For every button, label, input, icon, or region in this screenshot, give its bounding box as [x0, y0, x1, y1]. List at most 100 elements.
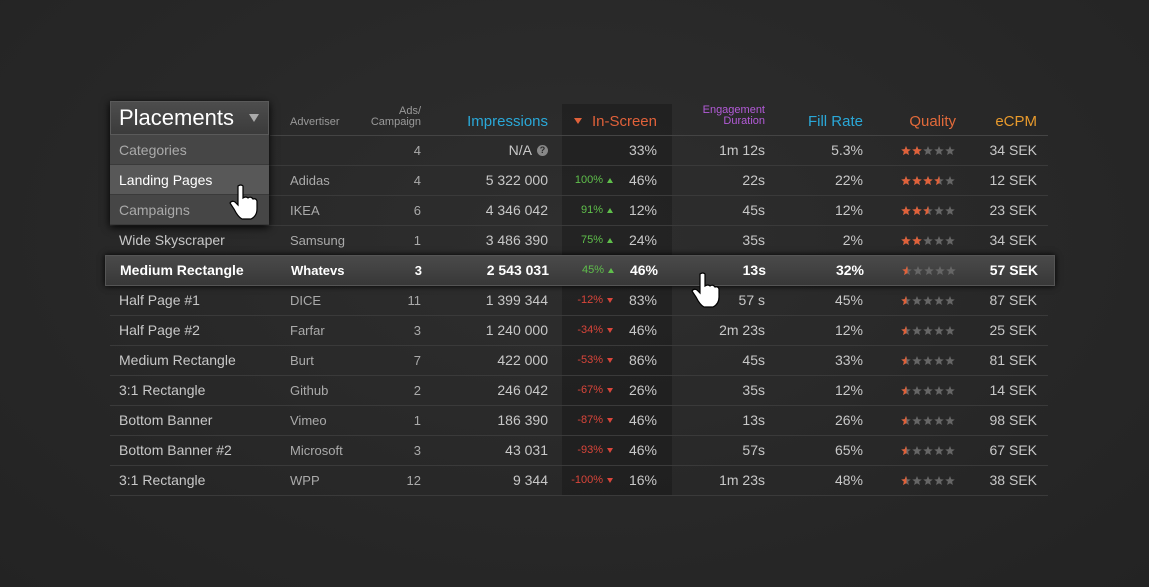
header-quality[interactable]: Quality: [909, 113, 956, 130]
change: -93%: [577, 444, 603, 456]
star-filled: [912, 206, 922, 216]
impressions: 43 031: [505, 442, 548, 458]
ecpm: 87 SEK: [989, 292, 1037, 308]
star-empty: [912, 356, 922, 366]
header-rule: [270, 135, 1048, 136]
ads: 3: [413, 323, 421, 338]
ecpm: 14 SEK: [989, 382, 1037, 398]
stars-filled: [901, 296, 907, 306]
star-empty: [945, 236, 955, 246]
duration: 13s: [742, 262, 766, 278]
fill-rate: 32%: [835, 262, 864, 278]
cursor: [691, 272, 720, 308]
table-row[interactable]: 3:1 Rectangle WPP 12 9 344 -100% 16% 1m 23s 48%…: [110, 466, 1048, 496]
fill-rate: 48%: [834, 472, 863, 488]
star-empty: [912, 296, 922, 306]
stars-filled: [901, 176, 940, 186]
star-empty: [912, 326, 922, 336]
star-empty: [934, 416, 944, 426]
star-empty: [934, 326, 944, 336]
change-arrow: [607, 478, 613, 483]
star-empty: [935, 266, 945, 276]
star-filled: [923, 206, 929, 216]
table-row[interactable]: Half Page #1 DICE 11 1 399 344 -12% 83% 57 s 45…: [110, 286, 1048, 316]
change: -34%: [577, 324, 603, 336]
stars-filled: [901, 356, 907, 366]
star-filled: [901, 446, 907, 456]
dropdown: Placements Categories Landing Pages Campai…: [110, 101, 269, 225]
header-line: Ads/: [398, 105, 421, 117]
table-row[interactable]: IKEA 6 4 346 042 91% 12% 45s 12% 23 SEK: [110, 196, 1048, 226]
ecpm: 57 SEK: [989, 262, 1038, 278]
star-empty: [945, 176, 955, 186]
fill-rate: 33%: [834, 352, 863, 368]
header-ecpm[interactable]: eCPM: [995, 113, 1037, 130]
star-empty: [912, 476, 922, 486]
star-filled: [923, 176, 933, 186]
star-empty: [923, 146, 933, 156]
star-filled: [901, 176, 911, 186]
star-filled: [901, 326, 907, 336]
table-row[interactable]: Bottom Banner Vimeo 1 186 390 -87% 46% 13s 26% 9…: [110, 406, 1048, 436]
placement: Medium Rectangle: [119, 352, 236, 368]
star-empty: [934, 386, 944, 396]
ecpm: 12 SEK: [989, 172, 1037, 188]
star-empty: [934, 476, 944, 486]
table-row[interactable]: Adidas 4 5 322 000 100% 46% 22s 22% 12 SEK: [110, 166, 1048, 196]
ads: 3: [414, 263, 422, 278]
duration: 2m 23s: [719, 322, 765, 338]
star-empty: [923, 446, 933, 456]
table-row[interactable]: Wide Skyscraper Samsung 1 3 486 390 75% 24% 35…: [110, 226, 1048, 256]
placement: Wide Skyscraper: [119, 232, 225, 248]
ecpm: 67 SEK: [989, 442, 1037, 458]
header-in-screen[interactable]: In-Screen: [591, 113, 657, 130]
ads: 11: [407, 293, 422, 308]
table-row[interactable]: Medium Rectangle Whatevs 3 2 543 031 45% 46% 1…: [105, 255, 1055, 286]
in-screen: 46%: [629, 262, 658, 278]
dropdown-button[interactable]: Placements: [110, 101, 269, 135]
stars-filled: [901, 386, 907, 396]
impressions: 1 399 344: [485, 292, 548, 308]
change-arrow: [607, 388, 613, 393]
change-arrow: [607, 448, 613, 453]
stars-filled: [901, 416, 907, 426]
star-empty: [913, 266, 923, 276]
ecpm: 98 SEK: [989, 412, 1037, 428]
header-advertiser[interactable]: Advertiser: [290, 116, 340, 128]
sort-caret: [574, 118, 582, 124]
impressions: 3 486 390: [485, 232, 548, 248]
quality-stars: [901, 416, 955, 426]
quality-stars: [901, 206, 955, 216]
impressions: 246 042: [497, 382, 548, 398]
impressions: 5 322 000: [485, 172, 548, 188]
table-row[interactable]: 4 N/A? 33% 1m 12s 5.3% 34 SEK: [110, 136, 1048, 166]
table-row[interactable]: Bottom Banner #2 Microsoft 3 43 031 -93% 46% 5…: [110, 436, 1048, 466]
fill-rate: 12%: [834, 382, 863, 398]
ecpm: 34 SEK: [989, 142, 1037, 158]
advertiser: IKEA: [290, 203, 320, 218]
header-duration[interactable]: Engagement Duration: [703, 105, 765, 127]
ecpm: 81 SEK: [989, 352, 1037, 368]
header-line: Campaign: [370, 116, 421, 128]
star-empty: [934, 236, 944, 246]
change-arrow: [607, 178, 613, 183]
header-impressions[interactable]: Impressions: [467, 113, 548, 130]
star-filled: [912, 146, 922, 156]
star-filled: [901, 146, 911, 156]
quality-stars: [901, 476, 955, 486]
table-row[interactable]: Medium Rectangle Burt 7 422 000 -53% 86% 45s 33…: [110, 346, 1048, 376]
table-row[interactable]: Half Page #2 Farfar 3 1 240 000 -34% 46% 2m 23…: [110, 316, 1048, 346]
duration: 13s: [742, 412, 765, 428]
stars-filled: [901, 206, 929, 216]
header-fill-rate[interactable]: Fill Rate: [807, 113, 863, 130]
star-filled: [902, 266, 908, 276]
ads: 12: [406, 473, 421, 488]
header-ads[interactable]: Ads/Campaign: [371, 106, 421, 128]
duration: 45s: [742, 202, 765, 218]
dropdown-item[interactable]: Categories: [110, 135, 269, 165]
table-row[interactable]: 3:1 Rectangle Github 2 246 042 -67% 26% 35s 12%…: [110, 376, 1048, 406]
duration: 35s: [742, 382, 765, 398]
star-empty: [934, 206, 944, 216]
advertiser: Whatevs: [291, 263, 345, 278]
